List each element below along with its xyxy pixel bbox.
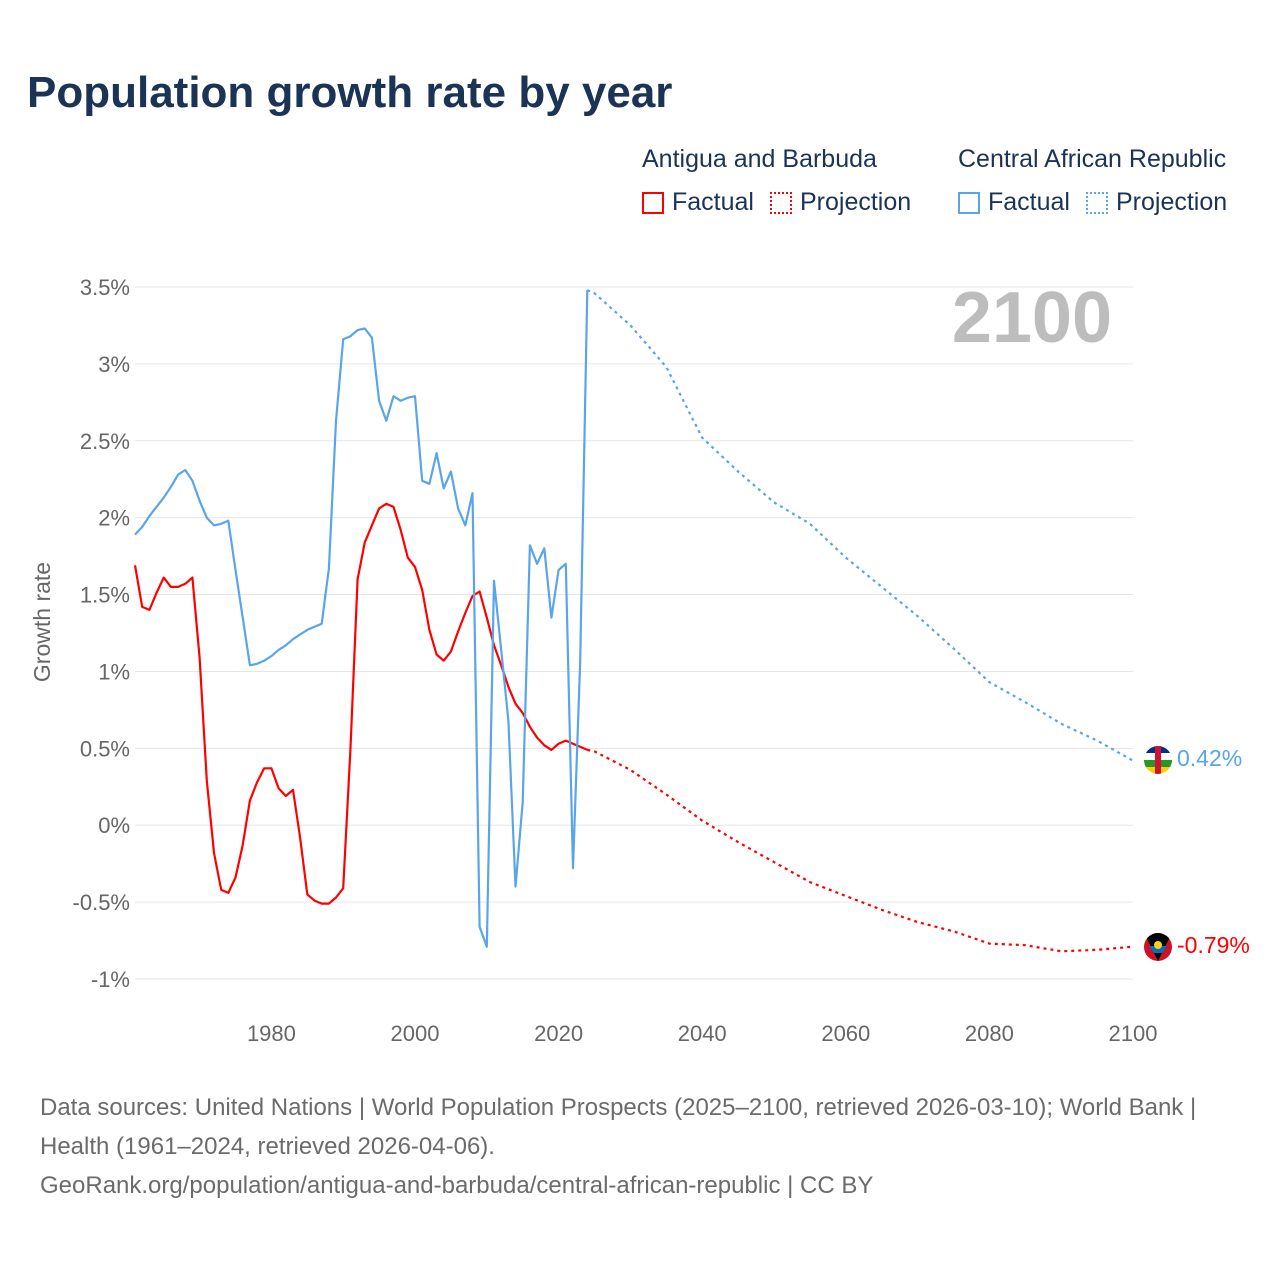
legend-label: Projection — [1115, 188, 1228, 216]
y-tick-label: 3% — [98, 352, 130, 377]
legend-swatch-dotted — [769, 191, 792, 214]
legend-projection[interactable]: Projection — [1085, 188, 1228, 217]
legend-swatch-dotted — [1085, 191, 1108, 214]
car-flag-icon — [1144, 746, 1172, 774]
footer: Data sources: United Nations | World Pop… — [40, 1088, 1240, 1205]
legend-projection[interactable]: Projection — [769, 188, 912, 217]
legend-country: Central African Republic — [958, 145, 1227, 173]
legend-label: Factual — [672, 188, 754, 216]
x-tick-label: 2040 — [678, 1021, 727, 1046]
source-link[interactable]: GeoRank.org/population/antigua-and-barbu… — [40, 1172, 874, 1199]
legend-car: Central African Republic Factual Project… — [958, 145, 1227, 217]
series-line — [133, 502, 588, 905]
x-tick-label: 2020 — [534, 1021, 583, 1046]
series-line — [587, 748, 1134, 953]
year-watermark: 2100 — [952, 278, 1112, 358]
y-tick-label: -0.5% — [73, 890, 130, 915]
plot-area: 3.5% 3% 2.5% 2% 1.5% 1% 0.5% 0% -0.5% -1% 1980 2000… — [29, 275, 1250, 1046]
series-line — [586, 289, 1134, 762]
legend-factual[interactable]: Factual — [642, 188, 754, 217]
series-line — [134, 290, 589, 948]
legend-country: Antigua and Barbuda — [642, 145, 877, 173]
y-tick-label: 0.5% — [80, 736, 130, 761]
y-tick-label: 1.5% — [80, 583, 130, 608]
legend-antigua: Antigua and Barbuda Factual Projection — [642, 145, 911, 217]
x-tick-label: 2060 — [821, 1021, 870, 1046]
legend-swatch-solid — [642, 191, 664, 214]
y-tick-label: 3.5% — [80, 275, 130, 300]
y-tick-label: -1% — [91, 967, 130, 992]
legend-label: Factual — [988, 188, 1070, 216]
y-tick-label: 2.5% — [80, 429, 130, 454]
data-sources: Data sources: United Nations | World Pop… — [40, 1094, 1197, 1160]
legend-swatch-solid — [958, 191, 980, 214]
y-tick-label: 2% — [98, 506, 130, 531]
y-tick-label: 1% — [98, 659, 130, 684]
car-end-label: 0.42% — [1177, 745, 1242, 771]
legend-factual[interactable]: Factual — [958, 188, 1070, 217]
antigua-end-label: -0.79% — [1177, 932, 1250, 958]
chart-title: Population growth rate by year — [27, 68, 673, 117]
y-tick-label: 0% — [98, 813, 130, 838]
x-tick-label: 2000 — [391, 1021, 440, 1046]
y-axis-label: Growth rate — [29, 562, 55, 682]
antigua-flag-icon — [1144, 933, 1172, 961]
x-tick-label: 1980 — [247, 1021, 296, 1046]
legend-label: Projection — [799, 188, 912, 216]
x-tick-label: 2080 — [965, 1021, 1014, 1046]
x-tick-label: 2100 — [1109, 1021, 1158, 1046]
